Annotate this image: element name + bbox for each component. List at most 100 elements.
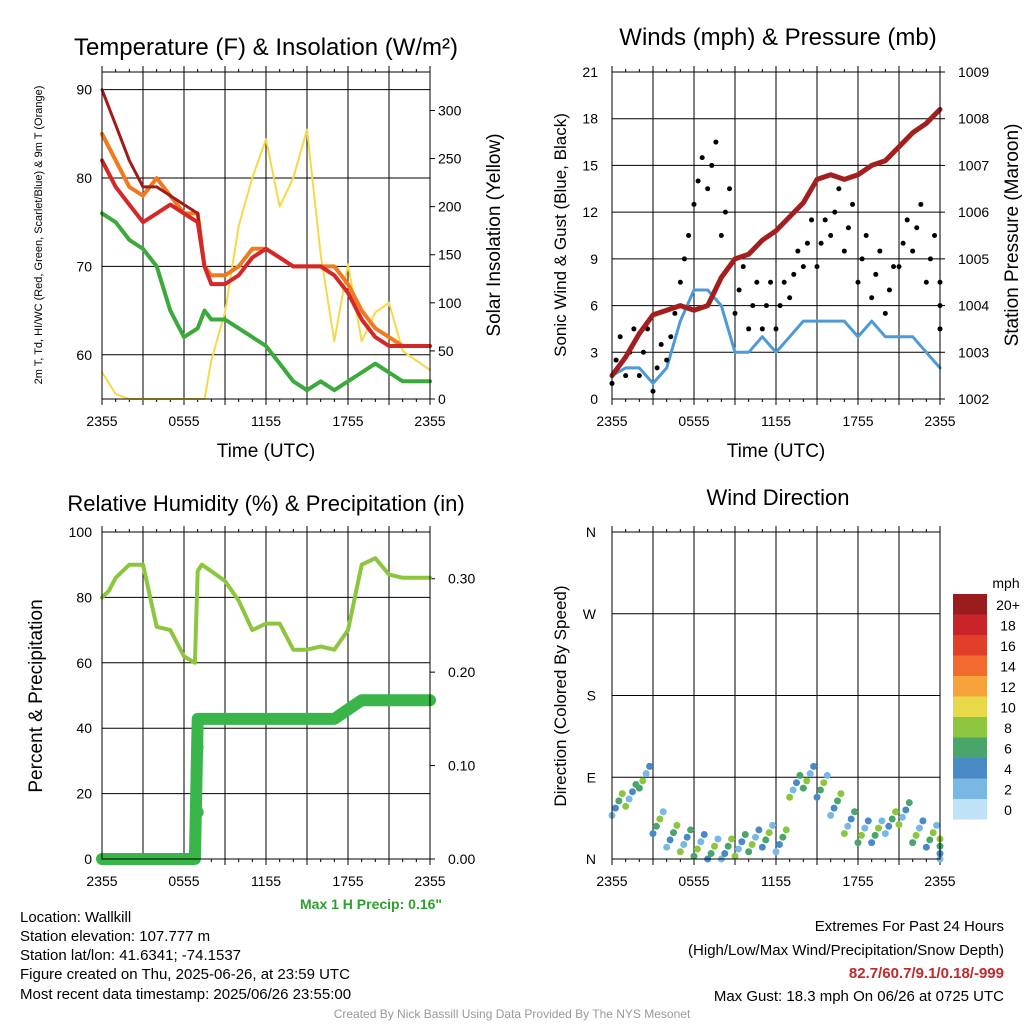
chart2-xtick-label: 1155 xyxy=(761,413,791,429)
chart1-xtick-label: 0555 xyxy=(168,413,199,429)
chart2-xlabel: Time (UTC) xyxy=(727,441,826,462)
chart2-gust-point xyxy=(781,279,787,285)
chart4-direction-point xyxy=(779,833,787,841)
chart2-gust-point xyxy=(686,233,692,238)
chart4-direction-point xyxy=(676,848,684,856)
chart2-y2tick-label: 1002 xyxy=(958,391,989,407)
chart2-gust-point xyxy=(841,248,847,254)
chart2-gust-point xyxy=(877,248,883,254)
chart4-direction-point xyxy=(803,777,811,785)
chart2-gust-point xyxy=(904,217,910,223)
chart4-direction-point xyxy=(646,762,654,770)
chart2-gust-point xyxy=(695,178,701,184)
chart4-direction-point xyxy=(611,804,619,812)
chart4-direction-point xyxy=(666,836,674,844)
legend-label: 10 xyxy=(1000,700,1016,716)
chart3-rh-line xyxy=(100,556,432,665)
chart4-direction-point xyxy=(933,821,941,829)
chart3-xtick-label: 0555 xyxy=(168,873,199,889)
chart2-gust-point xyxy=(759,326,765,332)
chart4-direction-point xyxy=(642,770,650,778)
chart4-direction-point xyxy=(687,826,695,834)
chart2-gust-point xyxy=(623,373,629,379)
chart4-direction-point xyxy=(922,843,930,851)
chart4-direction-point xyxy=(752,833,759,841)
chart1-xlabel: Time (UTC) xyxy=(217,441,316,462)
chart2-gust-point xyxy=(650,388,656,394)
chart4-direction-point xyxy=(663,843,671,851)
chart4-direction-point xyxy=(683,833,691,841)
chart1-dewpoint-line xyxy=(100,211,432,393)
chart2-gust-point xyxy=(795,248,801,254)
chart2-gust-point xyxy=(727,186,733,192)
info-latlon: Station lat/lon: 41.6341; -74.1537 xyxy=(20,947,242,964)
chart2-gust-point xyxy=(814,264,820,270)
chart2-ytick-label: 15 xyxy=(582,157,598,173)
legend-swatch xyxy=(953,717,987,738)
chart4-xtick-label: 0555 xyxy=(678,873,709,889)
chart2-gust-point xyxy=(736,287,742,293)
chart2-gust-point xyxy=(822,217,828,223)
chart4-direction-point xyxy=(707,850,715,858)
chart4-xtick-label: 2355 xyxy=(596,873,627,889)
chart4-direction-point xyxy=(793,779,800,787)
legend-label: 20+ xyxy=(996,597,1020,613)
chart2-gust-point xyxy=(681,256,687,262)
chart2-gust-point xyxy=(718,233,724,238)
chart2-gust-point xyxy=(809,217,815,223)
chart2-title: Winds (mph) & Pressure (mb) xyxy=(619,24,936,51)
info-elevation: Station elevation: 107.777 m xyxy=(20,928,211,945)
chart4-direction-point xyxy=(905,799,913,807)
chart2-ytick-label: 6 xyxy=(590,298,598,314)
max-precip-label: Max 1 H Precip: 0.16" xyxy=(300,896,443,912)
chart2-frame xyxy=(611,71,941,400)
chart1-ytick-label: 90 xyxy=(76,82,92,98)
chart3-ytick-label: 0 xyxy=(84,851,92,867)
chart2-gust-point xyxy=(613,357,619,363)
chart4-direction-point xyxy=(823,771,831,779)
chart1-ytick-label: 80 xyxy=(76,170,92,186)
chart2-xtick-label: 0555 xyxy=(678,413,709,429)
chart4-direction-point xyxy=(827,811,835,819)
chart1-ytick-label: 70 xyxy=(76,258,92,274)
chart4-ytick-label: N xyxy=(586,851,596,867)
chart4-direction-point xyxy=(796,771,804,779)
chart4-direction-point xyxy=(830,804,838,812)
chart1-y2tick-label: 0 xyxy=(438,391,446,407)
chart4-xtick-label: 1755 xyxy=(842,873,873,889)
chart2-y2tick-label: 1006 xyxy=(958,204,989,220)
chart4-direction-point xyxy=(892,808,900,816)
legend-swatch xyxy=(953,778,987,799)
chart2-gust-point xyxy=(836,186,842,192)
chart4-ytick-label: W xyxy=(583,606,597,622)
chart4-direction-point xyxy=(898,813,906,821)
chart4-ytick-label: E xyxy=(587,769,596,785)
chart3-xtick-label: 1155 xyxy=(251,873,281,889)
chart4-direction-point xyxy=(738,838,746,846)
chart4-direction-point xyxy=(926,836,934,844)
chart3-ytick-label: 60 xyxy=(76,655,92,671)
legend-swatch xyxy=(953,676,987,697)
chart2-gust-point xyxy=(927,256,933,262)
chart3-xtick-label: 1755 xyxy=(332,873,363,889)
chart4-direction-point xyxy=(639,777,647,785)
chart4-direction-point xyxy=(615,797,623,805)
chart1-y2tick-label: 300 xyxy=(438,102,462,118)
chart4-direction-point xyxy=(799,784,807,792)
chart2-gust-point xyxy=(631,326,637,332)
max-gust: Max Gust: 18.3 mph On 06/26 at 0725 UTC xyxy=(713,988,1004,1005)
chart3-y2tick-label: 0.30 xyxy=(448,571,475,587)
chart4-direction-point xyxy=(745,848,753,856)
chart2-gust-point xyxy=(787,295,793,301)
chart4-direction-point xyxy=(748,840,756,848)
chart4-direction-point xyxy=(765,829,773,837)
chart2-gust-point xyxy=(918,201,924,207)
chart4-direction-point xyxy=(728,835,736,843)
chart4-direction-point xyxy=(652,822,660,830)
chart4-direction-point xyxy=(625,795,633,803)
chart4-direction-point xyxy=(741,830,749,838)
chart1-9m-temp-line xyxy=(100,131,432,348)
chart4-direction-point xyxy=(693,845,701,853)
chart2-gust-point xyxy=(713,139,719,145)
